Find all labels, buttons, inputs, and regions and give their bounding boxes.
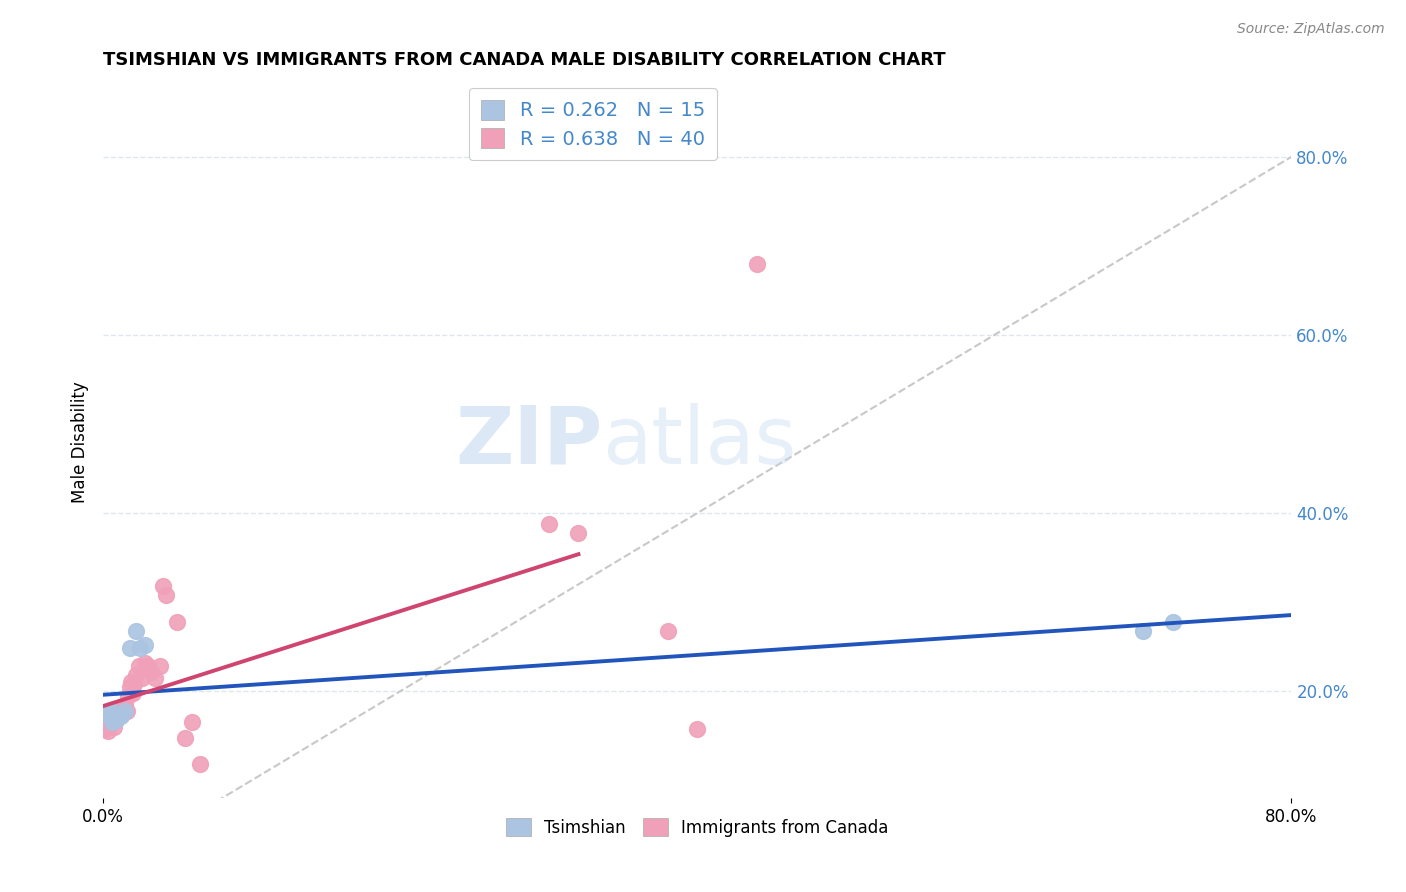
Point (139, 665, 162, 679)
Point (105, 713, 128, 727)
Point (686, 722, 709, 736)
Point (94, 718, 117, 732)
Point (155, 588, 177, 602)
Point (108, 704, 131, 718)
Point (112, 704, 135, 718)
Point (118, 641, 141, 656)
Point (104, 709, 127, 723)
Text: TSIMSHIAN VS IMMIGRANTS FROM CANADA MALE DISABILITY CORRELATION CHART: TSIMSHIAN VS IMMIGRANTS FROM CANADA MALE… (103, 51, 946, 69)
Point (104, 708, 127, 723)
Point (120, 675, 142, 690)
Point (745, 257, 768, 271)
Point (98, 706, 121, 721)
Text: Source: ZipAtlas.com: Source: ZipAtlas.com (1237, 22, 1385, 37)
Point (98, 718, 121, 732)
Point (103, 720, 125, 734)
Point (124, 677, 146, 691)
Point (537, 516, 560, 531)
Point (152, 579, 174, 593)
Point (134, 638, 156, 652)
Point (118, 680, 141, 694)
Point (94, 706, 117, 721)
Point (188, 757, 211, 772)
Point (114, 704, 136, 718)
Point (136, 659, 159, 673)
Point (110, 700, 132, 714)
Point (101, 713, 124, 727)
Point (173, 731, 195, 745)
Legend: Tsimshian, Immigrants from Canada: Tsimshian, Immigrants from Canada (499, 812, 896, 843)
Text: ZIP: ZIP (456, 403, 602, 481)
Point (567, 525, 589, 540)
Point (107, 709, 129, 723)
Point (111, 706, 134, 721)
Point (143, 671, 166, 685)
Point (1161, 615, 1184, 629)
Point (181, 715, 204, 730)
Text: atlas: atlas (602, 403, 797, 481)
Point (1132, 624, 1154, 638)
Y-axis label: Male Disability: Male Disability (72, 381, 89, 503)
Point (93, 722, 115, 736)
Point (131, 671, 153, 685)
Point (100, 715, 122, 730)
Point (148, 659, 170, 673)
Point (97, 724, 120, 739)
Point (101, 715, 124, 730)
Point (121, 686, 143, 700)
Point (110, 709, 132, 723)
Point (134, 656, 156, 670)
Point (125, 624, 148, 638)
Point (128, 659, 150, 673)
Point (100, 704, 122, 718)
Point (657, 624, 679, 638)
Point (115, 704, 138, 718)
Point (105, 713, 128, 727)
Point (129, 641, 152, 656)
Point (114, 698, 136, 712)
Point (166, 615, 188, 629)
Point (125, 668, 148, 682)
Point (107, 706, 129, 721)
Point (117, 689, 139, 703)
